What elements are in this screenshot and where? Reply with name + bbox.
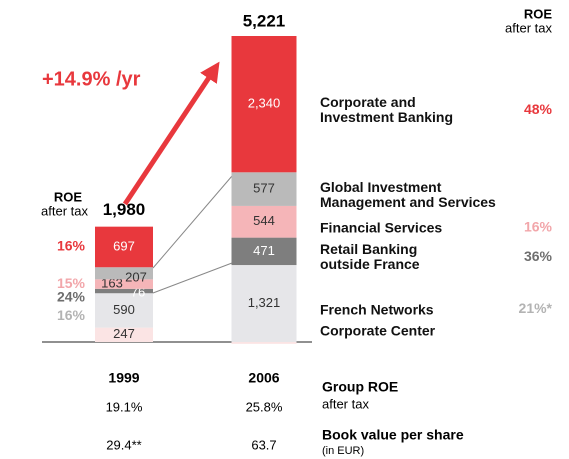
roe-label: 16% [57,307,86,323]
connector [152,175,233,269]
roe-header: ROE [524,6,553,21]
bar-segment [95,267,153,280]
legend-label: Global Investment Management and Service… [320,179,496,211]
roe-label: 36% [524,248,553,264]
roe-header: ROE [54,189,83,204]
cell: 63.7 [251,437,276,452]
roe-label: 48% [524,101,553,117]
value-label: 1,321 [248,295,281,310]
roe-label: 21%* [519,300,553,316]
bar-segment [231,265,297,342]
annotation: +14.9% /yr [42,68,141,90]
row-label: Group ROE [322,379,398,395]
x-label: 2006 [248,370,279,386]
bar-segment [95,293,153,328]
value-label: 590 [113,302,135,317]
bar-segment [231,205,297,238]
bar-segment [95,327,153,342]
value-label: 2,340 [248,96,281,111]
total-label: 1,980 [103,200,146,219]
legend-label: French Networks [320,301,434,318]
legend-label: Retail Banking outside France [320,241,420,273]
value-label: 697 [113,238,135,253]
roe-subheader: after tax [41,203,88,218]
bar-segment [95,279,153,289]
roe-label: 16% [524,218,553,234]
bar-segment [95,226,153,268]
row-sublabel: (in EUR) [322,445,364,457]
roe-subheader: after tax [505,20,552,35]
cell: 29.4** [106,437,141,452]
cell: 19.1% [106,399,143,414]
value-label: 471 [253,243,275,258]
legend-label: Financial Services [320,219,443,236]
row-label: Book value per share [322,427,464,443]
bar-segment [231,342,297,344]
bar-segment [95,288,153,294]
value-label: 544 [253,213,275,228]
roe-label: 24% [57,289,86,305]
x-label: 1999 [108,370,139,386]
growth-arrow [122,61,220,206]
bar-segment [231,237,297,266]
legend-label: Corporate and Investment Banking [320,94,454,126]
roe-label: 15% [57,275,86,291]
bar-segment [231,172,297,206]
value-label: 247 [113,326,135,341]
row-sublabel: after tax [322,396,369,411]
legend-label: Corporate Center [320,322,436,339]
total-label: 5,221 [243,11,286,30]
value-label: 207 [125,270,147,285]
roe-label: 16% [57,238,86,254]
cell: 25.8% [246,399,283,414]
value-label: 577 [253,181,275,196]
connector [152,262,233,294]
bar-segment [231,36,297,173]
